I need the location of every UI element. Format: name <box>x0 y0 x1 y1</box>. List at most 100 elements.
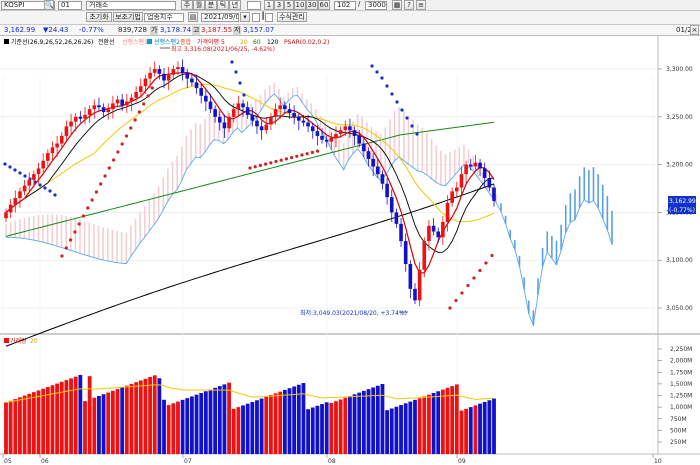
volume-bar <box>231 408 236 454</box>
date-dropdown-icon[interactable]: ▾ <box>240 12 250 22</box>
current-change-tag <box>668 205 696 214</box>
volume-legend: 거래량 <box>10 337 27 345</box>
volume-bar <box>22 395 27 454</box>
volume-bar <box>106 392 111 454</box>
aux-technique-button[interactable]: 보조기법 <box>113 12 143 22</box>
candle <box>50 147 55 154</box>
volume-bar <box>324 402 329 454</box>
volume-bar <box>417 398 422 454</box>
candle <box>315 131 320 136</box>
price-tick-label: 3,100.00 <box>666 257 693 264</box>
num-field[interactable]: 01 <box>58 1 82 10</box>
candle <box>115 99 120 104</box>
checkbox-1[interactable] <box>252 13 260 22</box>
psar-dot <box>310 150 314 154</box>
candle <box>492 187 496 201</box>
psar-dot <box>279 158 283 162</box>
symbol-field[interactable]: KOSPI <box>1 1 55 10</box>
volume-bar <box>269 395 273 454</box>
legend-tenkan: 전환선 <box>98 38 115 46</box>
interval-30-button[interactable]: 30 <box>306 0 318 10</box>
search-icon[interactable]: 🔍 <box>44 0 54 10</box>
volume-tick-label: 750M <box>670 416 687 423</box>
psar-dot <box>385 84 389 88</box>
candle <box>259 126 264 131</box>
volume-bar <box>36 390 41 454</box>
reset-button[interactable]: 초기화 <box>86 12 112 22</box>
psar-dot <box>90 198 94 202</box>
candle <box>306 122 310 127</box>
interval-60-button[interactable]: 60 <box>318 0 330 10</box>
candle <box>287 109 292 113</box>
calendar-icon[interactable]: ▤ <box>188 12 198 22</box>
industry-select[interactable]: 업종지수 <box>144 13 184 22</box>
interval-10-button[interactable]: 10 <box>294 0 306 10</box>
psar-dot <box>69 238 73 242</box>
candles <box>4 59 496 307</box>
candle <box>459 174 464 188</box>
price-chart[interactable]: 3,300.003,250.003,200.003,150.003,100.00… <box>0 36 700 465</box>
candle <box>87 109 92 115</box>
help-icon[interactable]: ? <box>404 0 414 10</box>
interval-3-button[interactable]: 3 <box>274 0 284 10</box>
volume-tick-label: 250M <box>670 439 687 446</box>
candle <box>106 109 111 113</box>
menu-icon[interactable]: ≡ <box>416 0 426 10</box>
psar-dot <box>60 254 64 258</box>
date-field[interactable]: 2021/09/08 <box>201 13 239 22</box>
volume-bar <box>413 399 417 454</box>
psar-dot <box>405 116 409 120</box>
checkbox-2[interactable] <box>265 13 273 22</box>
volume-bar <box>203 391 208 454</box>
price-tick-label: 3,050.00 <box>666 305 693 312</box>
volume-bar <box>255 400 259 454</box>
volume-bar <box>334 401 338 454</box>
grid-icon[interactable]: ▦ <box>392 0 402 10</box>
tab-minute[interactable]: 분 <box>205 0 217 10</box>
volume-bar <box>296 384 301 454</box>
volume-bar <box>41 388 46 454</box>
candle <box>482 168 487 178</box>
candle <box>13 198 18 205</box>
psar-dot <box>94 190 98 194</box>
volume-bar <box>320 404 324 454</box>
candle <box>111 103 115 110</box>
psar-dot <box>150 86 154 90</box>
candle <box>120 99 124 106</box>
tab-month[interactable]: 월 <box>193 0 205 10</box>
candle <box>362 143 366 152</box>
legend-ma5: 가격이평 5 <box>197 38 225 46</box>
volume-ma-legend: 20 <box>30 338 38 345</box>
psar-dot <box>234 70 238 74</box>
indicator-lines <box>5 71 613 347</box>
candle <box>208 101 213 110</box>
volume-bar <box>473 405 478 454</box>
count-field[interactable]: 102 <box>334 1 356 10</box>
candle <box>32 174 36 180</box>
volume-bar <box>361 390 366 454</box>
interval-dropdown[interactable] <box>247 1 261 10</box>
candle <box>436 231 441 238</box>
candle <box>180 67 185 73</box>
candle <box>389 197 394 213</box>
volume-bar <box>464 408 469 454</box>
volume-bar <box>8 400 13 454</box>
tab-day[interactable]: 주 <box>181 0 193 10</box>
tab-year[interactable]: 년 <box>229 0 241 10</box>
close-icon[interactable]: × <box>690 25 699 35</box>
interval-1-button[interactable]: 1 <box>264 0 274 10</box>
tab-tick[interactable]: 틱 <box>217 0 229 10</box>
volume-legend: 거래량 20 <box>4 337 38 345</box>
candle <box>36 168 41 175</box>
volume-tick-label: 1,250M <box>670 393 692 400</box>
current-change: (-0.77%) <box>669 207 695 214</box>
candle <box>357 135 362 144</box>
candle <box>464 164 468 175</box>
interval-5-button[interactable]: 5 <box>284 0 294 10</box>
candle <box>278 105 283 110</box>
formula-manage-button[interactable]: 수식관리 <box>277 12 307 22</box>
psar-dot <box>448 306 452 310</box>
volume-bar <box>338 399 343 454</box>
volume-bar <box>287 388 292 454</box>
candle <box>222 122 227 129</box>
